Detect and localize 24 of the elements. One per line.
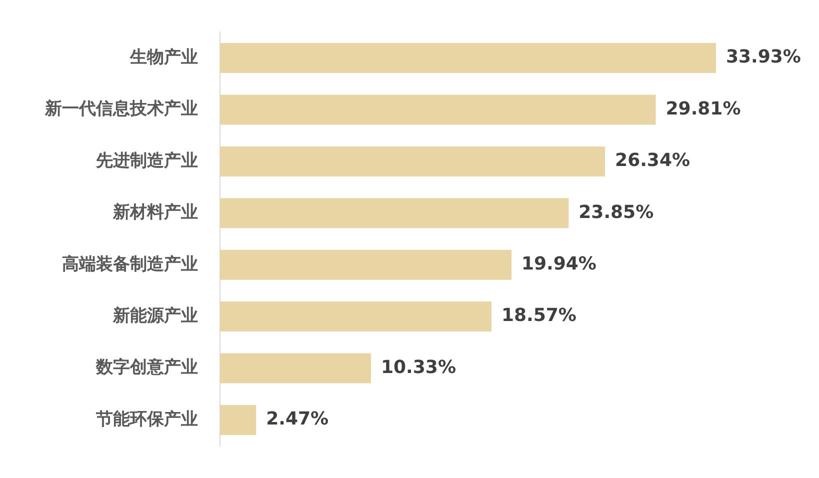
y-tick-label: 新能源产业	[112, 306, 198, 326]
y-tick-label: 新一代信息技术产业	[44, 99, 198, 120]
data-label: 19.94%	[521, 254, 596, 275]
data-label: 18.57%	[501, 305, 576, 326]
data-label: 10.33%	[381, 356, 456, 378]
bar	[220, 353, 372, 384]
y-tick-label: 节能环保产业	[95, 409, 198, 430]
y-tick-label: 生物产业	[129, 47, 198, 68]
bar	[220, 250, 512, 280]
data-label: 2.47%	[266, 408, 329, 430]
y-tick-label: 新材料产业	[112, 202, 198, 223]
data-label: 26.34%	[615, 150, 690, 172]
y-tick-label: 先进制造产业	[95, 150, 198, 171]
y-tick-label: 高端装备制造产业	[62, 254, 198, 274]
bar	[220, 146, 606, 176]
y-tick-label: 数字创意产业	[95, 358, 198, 378]
bar	[220, 198, 569, 228]
bar	[220, 43, 716, 74]
data-label: 23.85%	[578, 202, 654, 223]
data-label: 29.81%	[666, 98, 741, 120]
bar	[220, 94, 656, 125]
data-label: 33.93%	[726, 46, 801, 68]
bar	[220, 404, 256, 435]
bar	[220, 302, 492, 332]
